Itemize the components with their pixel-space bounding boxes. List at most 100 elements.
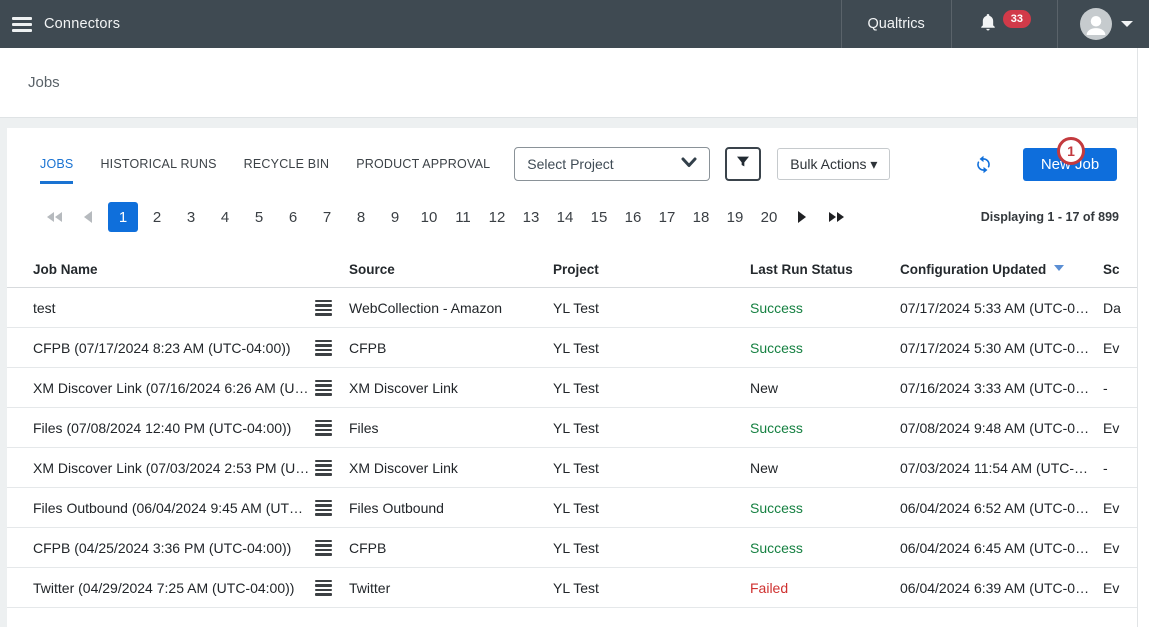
table-header-row: Job Name Source Project Last Run Status … <box>7 252 1137 288</box>
status-cell: New <box>750 459 779 476</box>
row-actions-menu-icon[interactable] <box>315 579 332 596</box>
source-cell: CFPB <box>349 539 387 556</box>
source-cell: CFPB <box>349 339 387 356</box>
page-button-10[interactable]: 10 <box>420 208 438 226</box>
job-name-cell[interactable]: test <box>33 299 56 316</box>
table-row[interactable]: Twitter (04/29/2024 7:25 AM (UTC-04:00))… <box>7 568 1137 608</box>
project-cell: YL Test <box>553 299 599 316</box>
chevron-down-icon <box>681 155 697 173</box>
job-name-cell[interactable]: Files Outbound (06/04/2024 9:45 AM (UT… <box>33 499 304 516</box>
source-cell: Files Outbound <box>349 499 444 516</box>
next-page-icon[interactable] <box>788 202 816 232</box>
table-row[interactable]: Files (07/08/2024 12:40 PM (UTC-04:00)) … <box>7 408 1137 448</box>
table-row[interactable]: CFPB (04/25/2024 3:36 PM (UTC-04:00)) CF… <box>7 528 1137 568</box>
filter-button[interactable] <box>725 147 762 181</box>
page-button-1[interactable]: 1 <box>108 202 138 232</box>
page-button-19[interactable]: 19 <box>726 208 744 226</box>
hamburger-menu-icon[interactable] <box>0 0 44 48</box>
page-button-16[interactable]: 16 <box>624 208 642 226</box>
column-header-configuration-updated[interactable]: Configuration Updated <box>900 262 1103 277</box>
table-row[interactable]: test WebCollection - Amazon YL Test Succ… <box>7 288 1137 328</box>
row-actions-menu-icon[interactable] <box>315 499 332 516</box>
job-name-cell[interactable]: XM Discover Link (07/03/2024 2:53 PM (U… <box>33 459 310 476</box>
tab-jobs[interactable]: JOBS <box>40 157 74 184</box>
job-name-cell[interactable]: XM Discover Link (07/16/2024 6:26 AM (U… <box>33 379 309 396</box>
page-button-5[interactable]: 5 <box>254 208 264 226</box>
config-updated-cell: 07/08/2024 9:48 AM (UTC-0… <box>900 419 1090 436</box>
page-button-6[interactable]: 6 <box>288 208 298 226</box>
bulk-actions-button[interactable]: Bulk Actions ▾ <box>777 148 891 180</box>
app-title: Connectors <box>44 16 121 32</box>
source-cell: Twitter <box>349 579 391 596</box>
funnel-icon <box>735 154 751 175</box>
row-actions-menu-icon[interactable] <box>315 379 332 396</box>
table-row[interactable]: CFPB (07/17/2024 8:23 AM (UTC-04:00)) CF… <box>7 328 1137 368</box>
brand-menu[interactable]: Qualtrics <box>840 0 951 48</box>
page-button-18[interactable]: 18 <box>692 208 710 226</box>
tab-historical-runs[interactable]: HISTORICAL RUNS <box>100 157 217 171</box>
refresh-icon[interactable] <box>971 152 995 176</box>
row-actions-menu-icon[interactable] <box>315 339 332 356</box>
notifications-button[interactable]: 33 <box>950 0 1057 48</box>
column-header-job-name[interactable]: Job Name <box>33 262 98 277</box>
column-header-last-run-status[interactable]: Last Run Status <box>750 262 853 277</box>
project-cell: YL Test <box>553 339 599 356</box>
row-actions-menu-icon[interactable] <box>315 419 332 436</box>
page-button-4[interactable]: 4 <box>220 208 230 226</box>
project-cell: YL Test <box>553 499 599 516</box>
bell-icon <box>978 12 998 37</box>
account-menu[interactable] <box>1057 0 1149 48</box>
page-button-9[interactable]: 9 <box>390 208 400 226</box>
schedule-cell: Ev <box>1103 539 1120 556</box>
jobs-card: JOBS HISTORICAL RUNS RECYCLE BIN PRODUCT… <box>7 128 1137 627</box>
column-header-source[interactable]: Source <box>349 262 395 277</box>
tab-recycle-bin[interactable]: RECYCLE BIN <box>243 157 330 171</box>
first-page-icon[interactable] <box>40 202 68 232</box>
page-button-8[interactable]: 8 <box>356 208 366 226</box>
schedule-cell: - <box>1103 459 1108 476</box>
page-button-20[interactable]: 20 <box>760 208 778 226</box>
notification-count-badge: 33 <box>1002 10 1031 28</box>
row-actions-menu-icon[interactable] <box>315 459 332 476</box>
page-button-17[interactable]: 17 <box>658 208 676 226</box>
column-header-schedule[interactable]: Sc <box>1103 262 1120 277</box>
config-updated-cell: 07/17/2024 5:30 AM (UTC-0… <box>900 339 1090 356</box>
avatar <box>1080 8 1112 40</box>
page-button-13[interactable]: 13 <box>522 208 540 226</box>
tab-bar: JOBS HISTORICAL RUNS RECYCLE BIN PRODUCT… <box>40 157 490 184</box>
row-actions-menu-icon[interactable] <box>315 539 332 556</box>
job-name-cell[interactable]: CFPB (07/17/2024 8:23 AM (UTC-04:00)) <box>33 339 291 356</box>
config-updated-cell: 07/17/2024 5:33 AM (UTC-0… <box>900 299 1090 316</box>
table-row[interactable]: XM Discover Link (07/16/2024 6:26 AM (U…… <box>7 368 1137 408</box>
job-name-cell[interactable]: Twitter (04/29/2024 7:25 AM (UTC-04:00)) <box>33 579 295 596</box>
status-cell: Success <box>750 339 803 356</box>
project-select-value: Select Project <box>527 156 614 172</box>
last-page-icon[interactable] <box>822 202 850 232</box>
page-button-12[interactable]: 12 <box>488 208 506 226</box>
status-cell: Success <box>750 299 803 316</box>
page-scrollbar[interactable] <box>1137 48 1149 627</box>
status-cell: New <box>750 379 779 396</box>
page-button-14[interactable]: 14 <box>556 208 574 226</box>
job-name-cell[interactable]: Files (07/08/2024 12:40 PM (UTC-04:00)) <box>33 419 292 436</box>
page-button-3[interactable]: 3 <box>186 208 196 226</box>
table-row[interactable]: XM Discover Link (07/03/2024 2:53 PM (U…… <box>7 448 1137 488</box>
project-cell: YL Test <box>553 459 599 476</box>
previous-page-icon[interactable] <box>74 202 102 232</box>
toolbar: JOBS HISTORICAL RUNS RECYCLE BIN PRODUCT… <box>7 128 1137 194</box>
page-button-15[interactable]: 15 <box>590 208 608 226</box>
page-button-11[interactable]: 11 <box>455 208 471 226</box>
job-name-cell[interactable]: CFPB (04/25/2024 3:36 PM (UTC-04:00)) <box>33 539 292 556</box>
sort-descending-icon <box>1054 265 1065 276</box>
page-header: Jobs <box>0 48 1149 118</box>
tab-product-approval[interactable]: PRODUCT APPROVAL <box>356 157 491 171</box>
column-header-project[interactable]: Project <box>553 262 599 277</box>
table-row[interactable]: Files Outbound (06/04/2024 9:45 AM (UT… … <box>7 488 1137 528</box>
project-select[interactable]: Select Project <box>514 147 711 181</box>
page-button-7[interactable]: 7 <box>322 208 332 226</box>
source-cell: WebCollection - Amazon <box>349 299 503 316</box>
schedule-cell: Ev <box>1103 579 1120 596</box>
annotation-step-badge: 1 <box>1057 137 1085 165</box>
row-actions-menu-icon[interactable] <box>315 299 332 316</box>
page-button-2[interactable]: 2 <box>152 208 162 226</box>
